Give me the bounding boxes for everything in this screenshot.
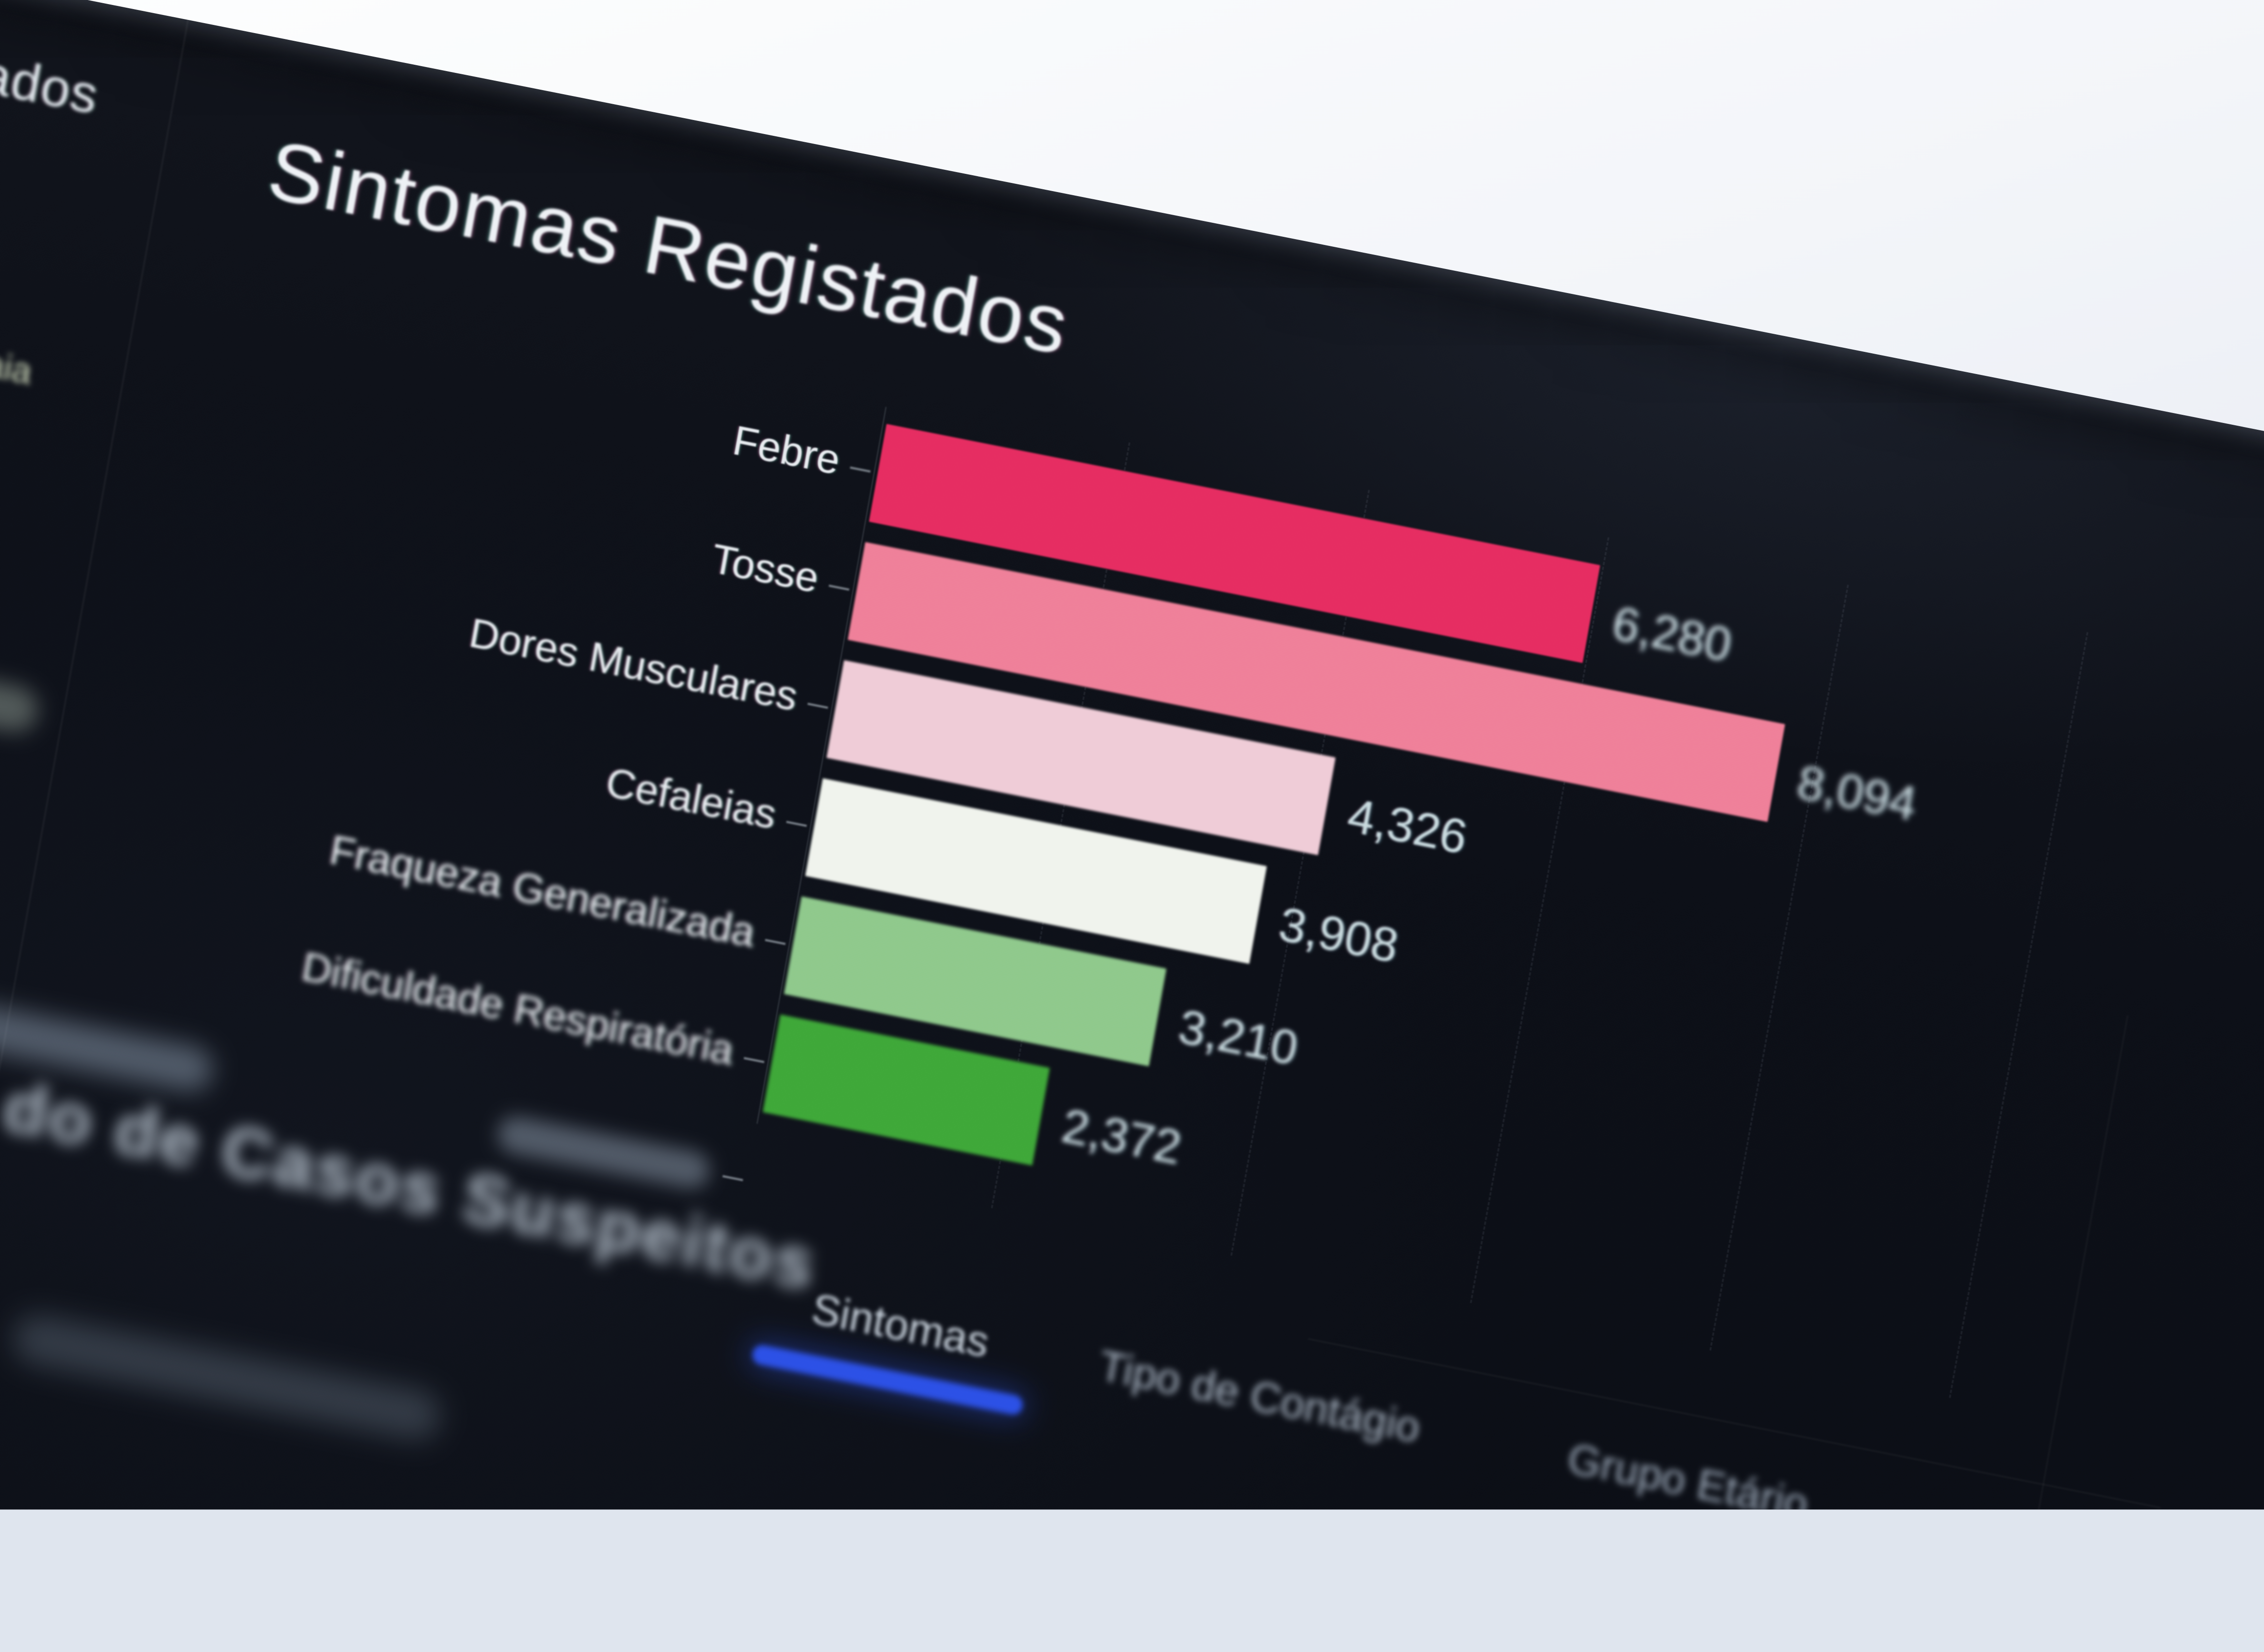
value-label: 3,210	[1175, 998, 1302, 1076]
sidebar-item-blurred[interactable]	[0, 632, 42, 736]
axis-tick	[722, 1175, 743, 1181]
axis-tick	[786, 821, 807, 827]
section-title-blur-tail	[10, 1311, 445, 1444]
axis-tick	[743, 1057, 764, 1063]
chart-row: Fraqueza Generalizada 3,210	[0, 0, 2264, 499]
chart-row: Febre 6,280	[0, 0, 2264, 499]
value-label: 3,908	[1275, 896, 1402, 974]
value-label: 8,094	[1793, 754, 1921, 832]
chart-row: Cefaleias 3,908	[0, 0, 2264, 499]
sidebar-divider	[0, 0, 218, 1079]
chart-row: Dores Musculares 4,326	[0, 0, 2264, 499]
chart-title: Sintomas Registados	[261, 122, 1658, 489]
value-label: 4,326	[1343, 787, 1471, 865]
chart-row	[0, 0, 2264, 499]
photo-of-dashboard: nados de Gaia Sintomas Registados Febre …	[0, 0, 2264, 1509]
sidebar-item-fragment[interactable]: de Gaia	[0, 271, 35, 393]
axis-tick	[850, 466, 871, 472]
axis-tick	[765, 939, 786, 945]
sidebar-header-fragment: nados	[0, 0, 103, 126]
gridline	[1949, 632, 2088, 1398]
monitor-screen: nados de Gaia Sintomas Registados Febre …	[0, 0, 2264, 1509]
gridline	[1709, 585, 1849, 1350]
chart-row: Dificuldade Respiratória 2,372	[0, 0, 2264, 499]
axis-tick	[807, 703, 828, 709]
tab-grupo-etario[interactable]: Grupo Etário	[1529, 1427, 1845, 1510]
bar-chart: Febre 6,280 Tosse 8,094 Dores Musculares…	[0, 0, 2264, 499]
value-label: 2,372	[1058, 1098, 1185, 1176]
panel-border-vertical	[2014, 1015, 2128, 1509]
axis-tick	[829, 585, 849, 591]
value-label: 6,280	[1608, 595, 1736, 673]
chart-row: Tosse 8,094	[0, 0, 2264, 499]
gridlines	[0, 0, 2264, 499]
